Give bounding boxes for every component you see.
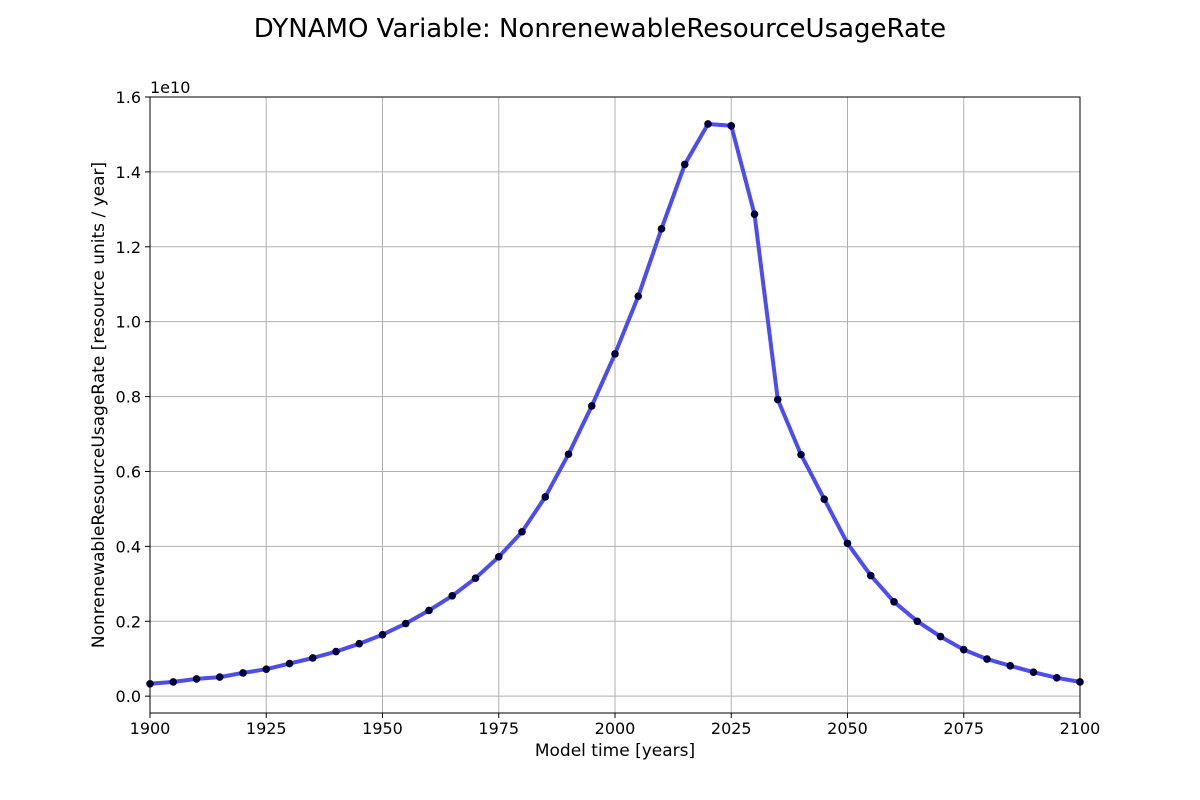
y-tick-label: 1.6 xyxy=(116,88,141,107)
y-tick-label: 0.2 xyxy=(116,612,141,631)
data-point xyxy=(494,553,503,561)
y-axis-label: NonrenewableResourceUsageRate [resource … xyxy=(89,162,109,648)
data-point xyxy=(215,673,224,681)
data-point xyxy=(680,160,689,169)
y-tick-label: 1.0 xyxy=(116,313,141,332)
data-point xyxy=(1052,674,1061,682)
data-point xyxy=(541,493,550,501)
grid xyxy=(149,96,1081,713)
x-tick-label: 1975 xyxy=(478,719,519,738)
data-point xyxy=(890,597,898,606)
axis-ticks: 1900 1925 1950 1975 2000 2025 2050 2075 2100 0.0 0… xyxy=(116,88,1101,738)
data-point xyxy=(425,606,433,615)
data-point xyxy=(308,654,317,662)
data-point xyxy=(471,574,480,582)
y-tick-label: 0.4 xyxy=(116,537,141,556)
data-point xyxy=(936,632,945,641)
x-tick-label: 2075 xyxy=(943,719,984,738)
data-point xyxy=(518,527,526,536)
data-point xyxy=(773,395,782,404)
data-point xyxy=(285,659,294,668)
data-point xyxy=(1029,668,1038,676)
y-tick-label: 0.6 xyxy=(116,462,141,481)
data-point xyxy=(378,630,387,639)
x-tick-label: 2100 xyxy=(1060,719,1101,738)
plot-area xyxy=(146,120,1084,688)
data-point xyxy=(564,450,573,459)
data-point xyxy=(1006,662,1015,670)
data-point xyxy=(401,619,410,628)
data-point xyxy=(169,678,178,686)
data-point xyxy=(332,647,340,656)
data-point xyxy=(750,210,759,219)
y-offset-label: 1e10 xyxy=(150,78,190,97)
data-point xyxy=(983,655,991,663)
y-tick-label: 0.0 xyxy=(116,687,141,706)
data-point xyxy=(843,539,852,548)
data-point xyxy=(866,571,875,580)
data-point xyxy=(587,402,596,410)
data-point xyxy=(634,292,643,301)
data-point xyxy=(959,645,968,654)
x-tick-label: 2050 xyxy=(827,719,868,738)
y-tick-label: 1.2 xyxy=(116,238,141,257)
data-point xyxy=(913,617,922,626)
x-tick-label: 1950 xyxy=(362,719,403,738)
data-point xyxy=(820,495,829,503)
data-point xyxy=(262,665,271,673)
data-point xyxy=(727,122,736,130)
x-tick-label: 2000 xyxy=(595,719,636,738)
data-point xyxy=(355,639,364,648)
data-point xyxy=(704,120,712,128)
y-tick-label: 1.4 xyxy=(116,163,141,182)
chart-title: DYNAMO Variable: NonrenewableResourceUsa… xyxy=(254,14,946,44)
data-point xyxy=(611,350,619,358)
x-axis-label: Model time [years] xyxy=(535,741,695,761)
data-point xyxy=(448,591,457,600)
data-point xyxy=(239,669,247,677)
x-tick-label: 1900 xyxy=(130,719,171,738)
x-tick-label: 1925 xyxy=(246,719,287,738)
x-tick-label: 2025 xyxy=(711,719,752,738)
data-point xyxy=(797,450,805,459)
data-point xyxy=(657,225,666,233)
data-point xyxy=(192,675,201,683)
y-tick-label: 0.8 xyxy=(116,388,141,407)
